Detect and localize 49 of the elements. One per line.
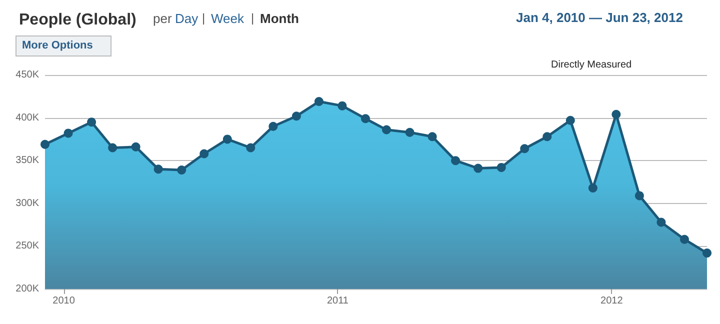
x-tick-label: 2010	[52, 296, 76, 306]
point	[87, 118, 96, 127]
point	[200, 149, 209, 158]
point	[314, 97, 324, 106]
point	[268, 122, 278, 131]
point	[566, 116, 575, 125]
point	[292, 112, 301, 121]
y-tick-label: 400K	[16, 112, 40, 124]
chart-title: People (Global)	[19, 12, 136, 28]
text: |	[251, 11, 254, 25]
y-tick-label: 250K	[16, 240, 40, 252]
point	[520, 144, 530, 154]
point	[108, 143, 118, 152]
point	[177, 166, 186, 175]
y-tick-label: 450K	[16, 70, 40, 80]
text: Jan 4, 2010 — Jun 23, 2012	[516, 10, 683, 25]
point	[428, 132, 437, 142]
point	[451, 156, 460, 166]
text: |	[202, 11, 206, 25]
point	[680, 234, 689, 244]
text: Month	[260, 11, 300, 26]
point	[474, 164, 483, 173]
point	[131, 142, 140, 152]
y-tick-label: 350K	[16, 155, 40, 166]
point	[64, 128, 73, 138]
point	[656, 218, 666, 227]
point	[702, 248, 712, 258]
point	[40, 140, 50, 149]
y-tick-label: 300K	[16, 198, 40, 209]
text: Week	[211, 11, 244, 26]
y-tick-label: 200K	[16, 284, 40, 294]
text: More Options	[22, 40, 93, 52]
point	[612, 110, 621, 119]
point	[588, 183, 598, 192]
text: per	[153, 11, 172, 26]
point	[154, 164, 163, 174]
x-tick-label: 2012	[600, 296, 624, 306]
text: Directly Measured	[551, 60, 632, 70]
x-tick-label: 2011	[326, 296, 349, 306]
point	[338, 101, 347, 110]
text: Day	[175, 11, 199, 26]
point	[634, 191, 644, 200]
point	[361, 114, 370, 124]
point	[246, 143, 256, 152]
point	[496, 162, 506, 172]
point	[382, 125, 392, 134]
point	[405, 128, 414, 137]
point	[222, 134, 232, 144]
point	[542, 132, 552, 142]
